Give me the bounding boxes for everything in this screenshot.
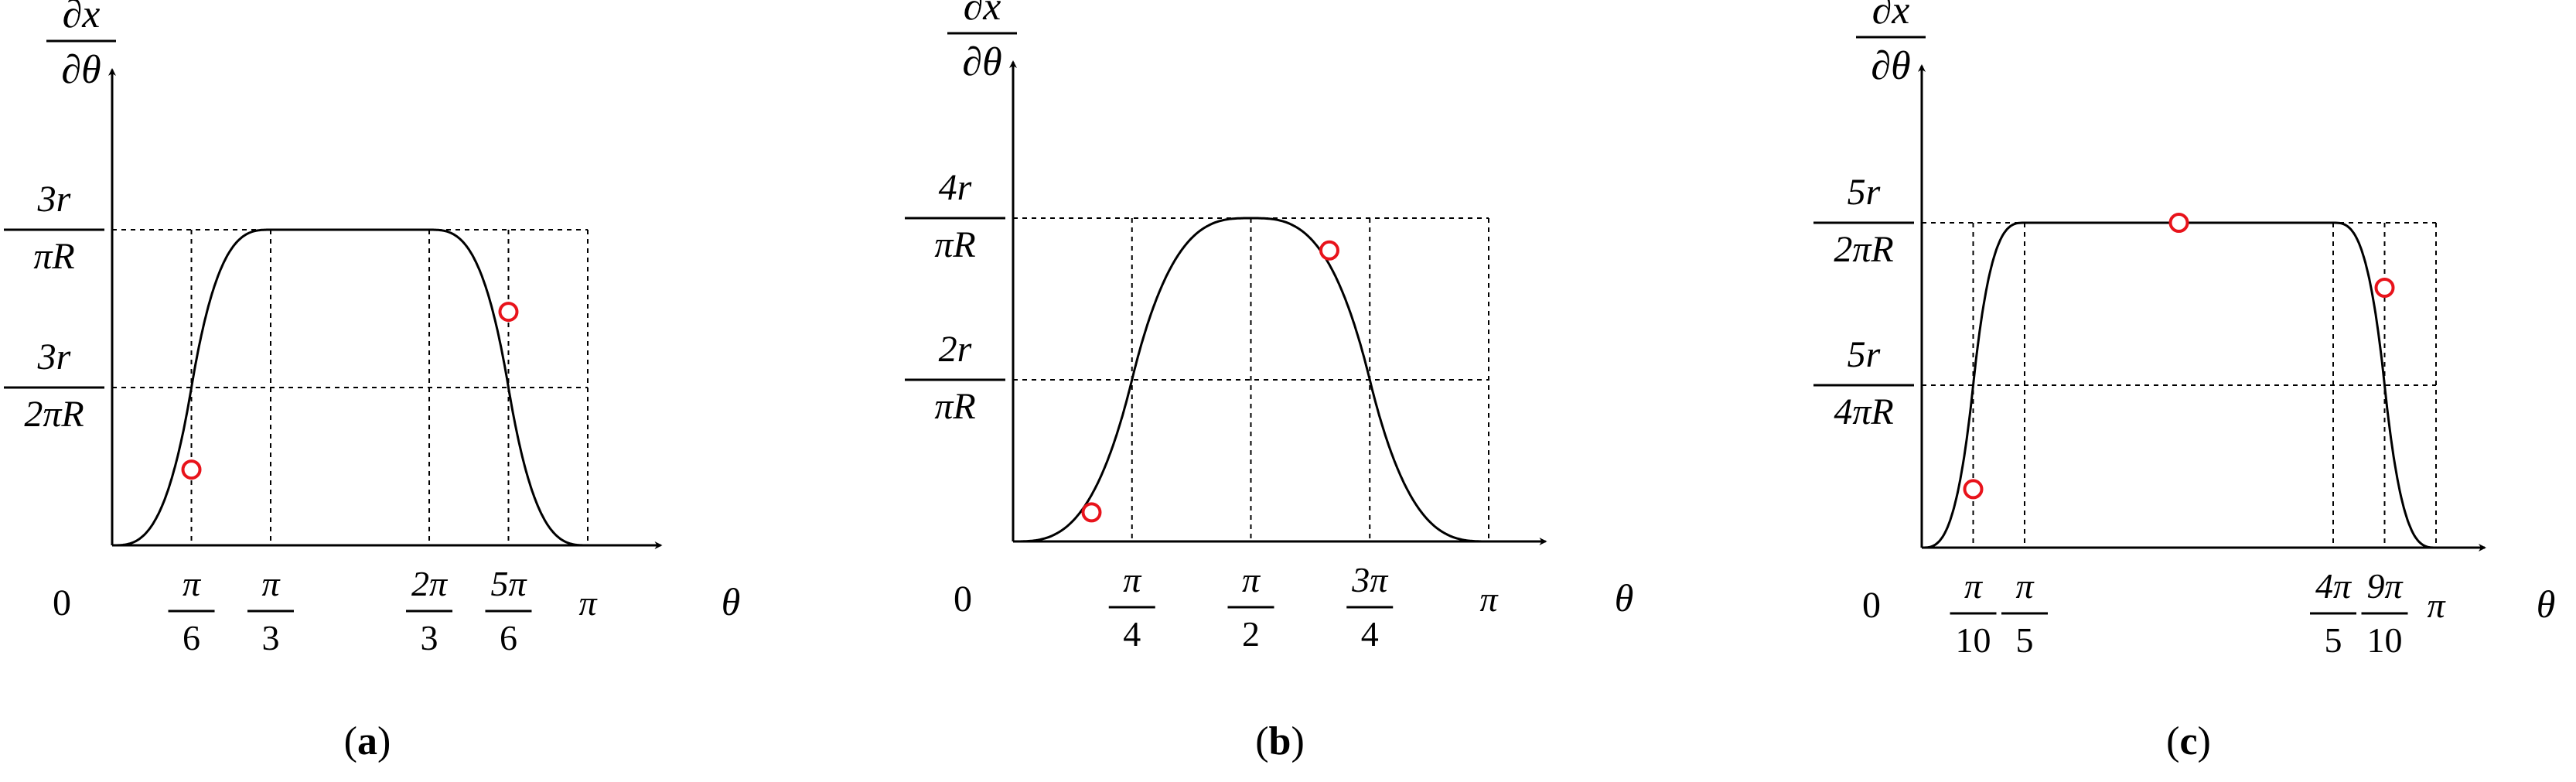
y-tick-numerator: 3r [37, 336, 71, 377]
x-tick-denominator: 5 [2016, 620, 2034, 660]
grid-lines [1922, 222, 2437, 548]
panel-b: ∂x ∂θ 4r πR 2r πR 0 π 4 π 2 3π 4 π θ (b) [905, 0, 1633, 763]
y-tick-denominator: πR [934, 224, 975, 265]
x-tick-label: π [1479, 579, 1499, 619]
x-tick-label: π [578, 583, 598, 623]
y-axis-label-denominator: ∂θ [61, 48, 101, 92]
grid-lines [112, 229, 589, 545]
y-tick-numerator: 2r [939, 329, 972, 370]
y-tick-numerator: 5r [1848, 172, 1881, 213]
panel-caption: (b) [1255, 719, 1305, 763]
x-tick-numerator: π [1964, 566, 1984, 606]
x-tick-label: π [2427, 586, 2446, 625]
response-curve [1013, 217, 1489, 543]
x-tick-denominator: 10 [2367, 620, 2403, 660]
x-tick-numerator: π [2015, 566, 2035, 606]
x-tick-denominator: 4 [1123, 614, 1141, 654]
x-tick-denominator: 3 [421, 618, 438, 657]
y-tick-denominator: πR [934, 386, 975, 427]
grid-lines [1013, 217, 1489, 541]
y-tick-numerator: 5r [1848, 334, 1881, 375]
y-axis-label-numerator: ∂x [1872, 0, 1910, 32]
x-tick-numerator: π [1242, 560, 1261, 599]
y-axis-label-numerator: ∂x [964, 0, 1001, 29]
x-axis-label: θ [1615, 576, 1634, 620]
marker-point [2168, 213, 2189, 233]
x-tick-numerator: 2π [411, 564, 449, 603]
y-axis-label-denominator: ∂θ [1871, 44, 1910, 88]
y-tick-numerator: 4r [939, 167, 972, 208]
response-curve [112, 228, 588, 547]
marker-point [181, 459, 202, 480]
origin-label: 0 [1862, 585, 1881, 626]
marker-point [498, 302, 519, 323]
marker-point [1319, 240, 1339, 261]
marker-point [1081, 502, 1102, 523]
x-tick-denominator: 4 [1361, 614, 1379, 654]
marker-point [1963, 479, 1984, 500]
x-tick-numerator: 4π [2315, 566, 2353, 606]
x-tick-numerator: π [1123, 560, 1142, 599]
x-tick-denominator: 3 [261, 618, 279, 657]
y-tick-denominator: πR [33, 236, 74, 277]
y-tick-numerator: 3r [37, 179, 71, 220]
x-tick-denominator: 5 [2325, 620, 2342, 660]
panel-caption: (c) [2166, 719, 2211, 763]
y-tick-denominator: 4πR [1834, 391, 1893, 432]
x-tick-numerator: 5π [490, 564, 527, 603]
origin-label: 0 [954, 579, 972, 620]
x-tick-denominator: 2 [1242, 614, 1260, 654]
marker-point [2374, 278, 2395, 298]
panel-a: ∂x ∂θ 3r πR 3r 2πR 0 π 6 π 3 2π 3 5π 6 π θ (a) [4, 0, 740, 763]
x-axis-label: θ [2537, 582, 2556, 626]
x-tick-numerator: π [183, 564, 202, 603]
x-tick-numerator: 9π [2366, 566, 2404, 606]
origin-label: 0 [53, 582, 71, 623]
y-tick-denominator: 2πR [1834, 229, 1893, 270]
x-axis-label: θ [722, 580, 741, 623]
x-tick-numerator: 3π [1351, 560, 1389, 599]
y-axis-label-numerator: ∂x [63, 0, 101, 36]
x-tick-denominator: 10 [1956, 620, 1991, 660]
x-tick-denominator: 6 [500, 618, 517, 657]
panel-caption: (a) [344, 719, 391, 763]
x-tick-numerator: π [261, 564, 281, 603]
y-axis-label-denominator: ∂θ [962, 40, 1001, 84]
x-tick-denominator: 6 [183, 618, 200, 657]
y-tick-denominator: 2πR [24, 394, 84, 435]
